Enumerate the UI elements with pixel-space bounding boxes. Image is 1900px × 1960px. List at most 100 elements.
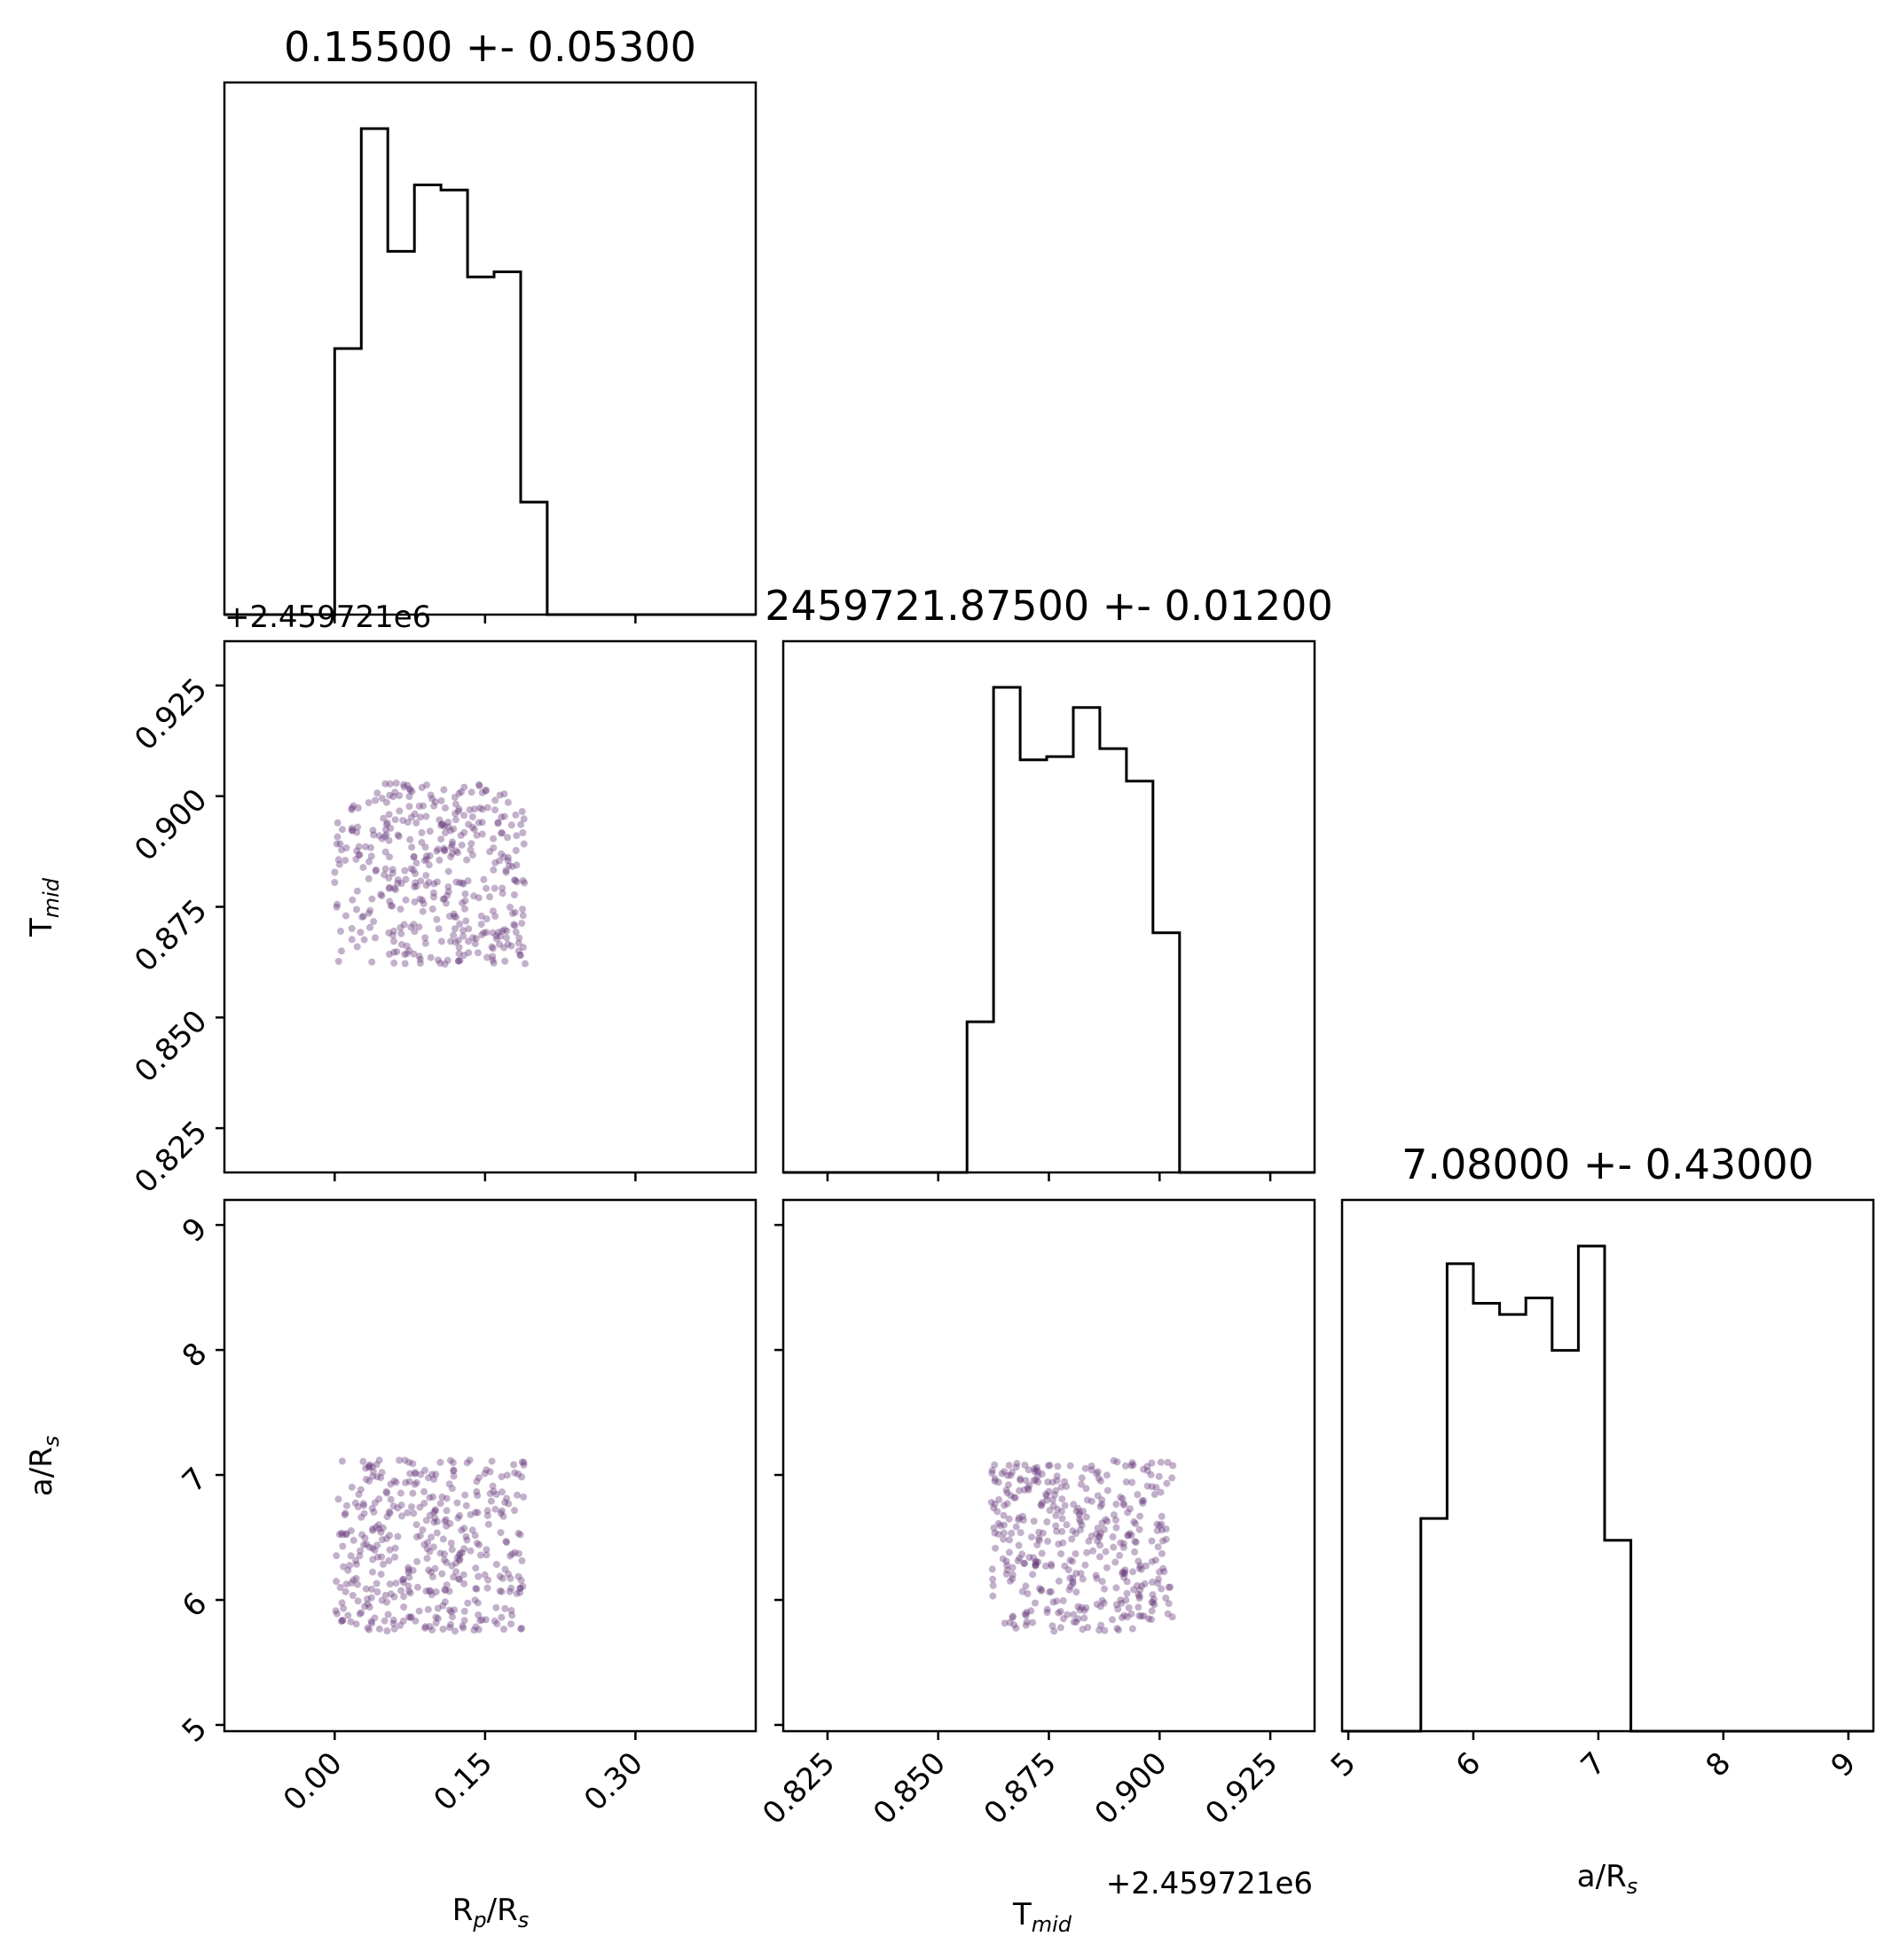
scatter-point [449, 1459, 457, 1467]
scatter-point [1135, 1525, 1143, 1533]
scatter-point [375, 832, 383, 840]
scatter-point [519, 944, 527, 952]
scatter-point [1010, 1494, 1018, 1501]
scatter-point [453, 1554, 461, 1562]
scatter-point [500, 944, 508, 952]
scatter-point [1122, 1478, 1130, 1486]
scatter-point [449, 838, 456, 846]
scatter-point [423, 1545, 431, 1553]
scatter-point [468, 823, 476, 831]
scatter-point [454, 1514, 462, 1522]
scatter-point [383, 1598, 391, 1606]
scatter-point [352, 1574, 360, 1582]
scatter-point [500, 812, 508, 820]
y-tick-label: 0.925 [128, 671, 214, 757]
scatter-point [386, 1508, 393, 1516]
scatter-point [499, 1512, 507, 1520]
scatter-point [430, 1518, 438, 1526]
scatter-point [451, 800, 459, 808]
scatter-point [1143, 1467, 1151, 1475]
scatter-point [1061, 1562, 1069, 1570]
scatter-point [394, 879, 402, 887]
scatter-point [342, 844, 350, 851]
scatter-point [467, 788, 475, 796]
scatter-point [348, 925, 356, 932]
y-tick-label: 7 [176, 1461, 215, 1500]
scatter-point [1155, 1472, 1163, 1480]
scatter-point [1100, 1599, 1108, 1607]
scatter-point [348, 936, 356, 944]
scatter-point [1009, 1613, 1017, 1621]
scatter-point [356, 1610, 364, 1618]
scatter-point [440, 895, 448, 903]
scatter-point [1004, 1481, 1012, 1489]
scatter-point [386, 1509, 394, 1517]
scatter-point [475, 894, 483, 902]
scatter-point [367, 1594, 375, 1602]
scatter-point [478, 805, 486, 813]
scatter-point [396, 792, 404, 800]
scatter-point [500, 853, 508, 861]
scatter-point [475, 1541, 483, 1548]
x-tick-label: 0.875 [977, 1745, 1064, 1831]
scatter-point [381, 833, 389, 841]
scatter-point [409, 1460, 417, 1468]
scatter-point [331, 879, 339, 886]
scatter-point [1118, 1599, 1126, 1607]
scatter-point [1114, 1605, 1122, 1613]
scatter-point [392, 1580, 400, 1588]
scatter-point [416, 895, 424, 903]
scatter-point [426, 1623, 434, 1630]
scatter-point [1116, 1551, 1124, 1559]
scatter-point [1087, 1466, 1095, 1474]
scatter-point [500, 926, 508, 934]
scatter-point [492, 1560, 500, 1568]
scatter-point [514, 1529, 522, 1537]
scatter-point [407, 923, 415, 931]
scatter-point [1030, 1517, 1038, 1525]
scatter-point [436, 1549, 444, 1557]
scatter-point [460, 828, 468, 836]
scatter-point [452, 913, 460, 921]
scatter-point [1102, 1548, 1110, 1556]
scatter-point [1155, 1575, 1162, 1583]
scatter-point [1012, 1463, 1020, 1471]
scatter-point [1096, 1502, 1104, 1510]
scatter-point [1153, 1520, 1161, 1528]
scatter-point [449, 1613, 456, 1621]
scatter-point [451, 1606, 459, 1614]
scatter-point [368, 1463, 376, 1470]
scatter-point [1113, 1625, 1121, 1633]
scatter-point [430, 880, 438, 888]
scatter-point [336, 840, 344, 848]
scatter-point [452, 1568, 460, 1576]
scatter-point [489, 929, 497, 937]
scatter-point [1035, 1536, 1043, 1544]
axes-frame [781, 639, 1316, 1174]
scatter-point [1053, 1477, 1061, 1485]
scatter-point [1128, 1478, 1136, 1486]
scatter-point [1156, 1522, 1164, 1530]
scatter-point [1077, 1480, 1085, 1488]
scatter-point [503, 1494, 511, 1502]
scatter-point [399, 817, 407, 825]
scatter-point [1032, 1557, 1040, 1565]
scatter-point [354, 1580, 361, 1588]
scatter-point [1095, 1553, 1103, 1561]
scatter-point [397, 880, 405, 888]
scatter-point [1124, 1509, 1132, 1517]
scatter-point [385, 884, 393, 892]
scatter-point [1149, 1591, 1157, 1599]
y-tick-label: 0.875 [128, 893, 214, 979]
scatter-point [1138, 1497, 1146, 1505]
scatter-point [1087, 1462, 1095, 1470]
scatter-point [1121, 1566, 1129, 1574]
scatter-point [1152, 1556, 1159, 1564]
scatter-point [368, 895, 376, 903]
scatter-point [386, 1580, 394, 1588]
scatter-point [1024, 1590, 1032, 1597]
scatter-point [411, 882, 419, 890]
scatter-point [412, 1521, 420, 1529]
scatter-point [412, 870, 420, 878]
scatter-point [1158, 1549, 1166, 1557]
